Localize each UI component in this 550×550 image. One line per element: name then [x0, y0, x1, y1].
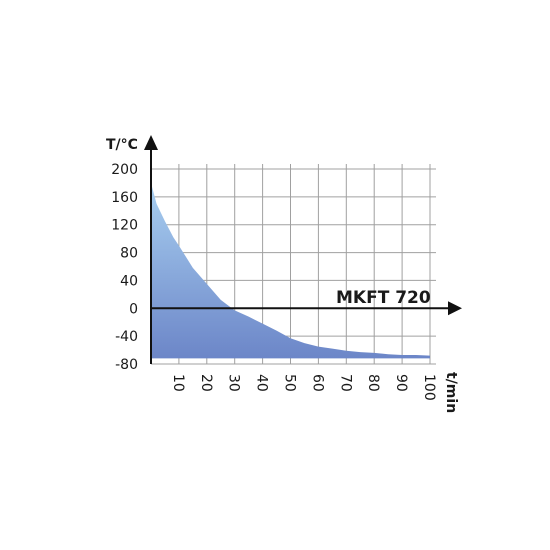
y-axis-label: T/°C [106, 137, 138, 153]
y-axis-arrow [144, 135, 158, 150]
y-tick-label: -80 [115, 357, 138, 373]
y-tick-label: 0 [129, 301, 138, 317]
x-axis-label: t/min [443, 372, 459, 413]
x-tick-label: 40 [254, 374, 270, 392]
area-fill [151, 182, 430, 359]
area-series [151, 182, 430, 359]
x-tick-label: 70 [337, 374, 353, 392]
axes [144, 135, 462, 364]
x-tick-label: 90 [393, 374, 409, 392]
x-tick-label: 80 [365, 374, 381, 392]
y-tick-label: -40 [115, 329, 138, 345]
y-tick-labels: 200 160 120 80 40 0 -40 -80 [111, 162, 138, 373]
x-tick-label: 20 [198, 374, 214, 392]
y-tick-label: 160 [111, 190, 138, 206]
model-annotation: MKFT 720 [336, 288, 431, 308]
y-tick-label: 120 [111, 218, 138, 234]
x-axis-arrow [448, 301, 462, 316]
x-tick-label: 10 [170, 374, 186, 392]
y-tick-label: 40 [120, 273, 138, 289]
grid [151, 164, 436, 365]
y-tick-label: 200 [111, 162, 138, 178]
x-tick-label: 30 [226, 374, 242, 392]
x-tick-label: 50 [282, 374, 298, 392]
x-tick-labels: 10 20 30 40 50 60 70 80 90 100 [170, 374, 437, 401]
x-tick-label: 100 [421, 374, 437, 401]
y-tick-label: 80 [120, 246, 138, 262]
x-tick-label: 60 [309, 374, 325, 392]
